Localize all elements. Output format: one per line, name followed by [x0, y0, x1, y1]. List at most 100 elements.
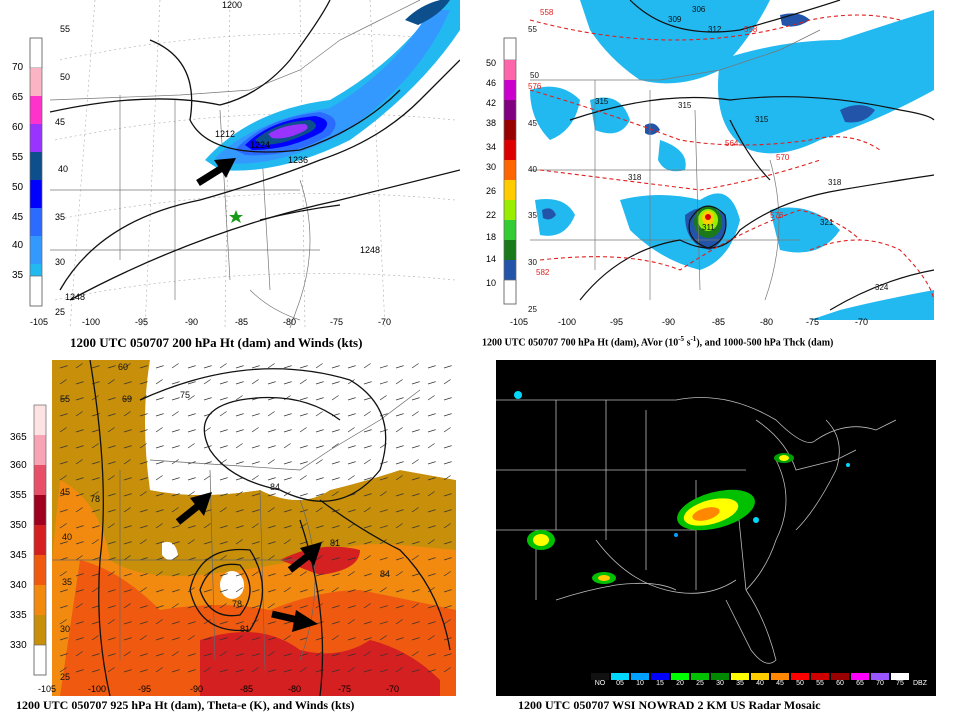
svg-text:365: 365 — [10, 432, 27, 443]
arrow-icon-1 — [175, 492, 212, 525]
svg-text:81: 81 — [240, 624, 250, 634]
svg-text:30: 30 — [486, 162, 496, 172]
svg-text:75: 75 — [180, 390, 190, 400]
map-area-200hpa: 55 50 45 40 35 30 25 1200 1212 1224 1236… — [48, 0, 461, 329]
cb1-2: 60 — [12, 122, 24, 133]
svg-text:55: 55 — [528, 25, 537, 34]
p1-lbl-40: 40 — [58, 164, 68, 174]
arrow-icon-3 — [271, 610, 318, 632]
svg-text:-95: -95 — [138, 684, 151, 694]
svg-text:50: 50 — [486, 58, 496, 68]
svg-text:-85: -85 — [240, 684, 253, 694]
p1-lbl-1248a: 1248 — [360, 245, 380, 255]
svg-text:-100: -100 — [82, 317, 100, 327]
lon-axis-925hpa: -105 -100 -95 -90 -85 -80 -75 -70 — [38, 684, 399, 694]
colorbar-700hpa: 50 46 42 38 34 30 26 22 18 14 10 — [486, 37, 517, 305]
svg-text:22: 22 — [486, 210, 496, 220]
svg-text:-80: -80 — [760, 317, 773, 327]
colorbar-200hpa: 70 65 60 55 50 45 40 35 — [12, 37, 43, 307]
svg-text:360: 360 — [10, 460, 27, 471]
svg-text:315: 315 — [755, 115, 769, 124]
colorbar-925hpa: 365 360 355 350 345 340 335 330 — [10, 404, 47, 676]
jet-shading — [205, 0, 460, 171]
cb1-5: 45 — [12, 212, 24, 223]
svg-text:-105: -105 — [30, 317, 48, 327]
map-radar — [496, 360, 936, 696]
dbz-legend-item: 30 — [710, 673, 730, 687]
dbz-legend-item: 65 — [850, 673, 870, 687]
svg-text:-95: -95 — [610, 317, 623, 327]
svg-text:-80: -80 — [283, 317, 296, 327]
svg-text:-70: -70 — [386, 684, 399, 694]
svg-text:25: 25 — [528, 305, 537, 314]
p1-lbl-1212: 1212 — [215, 129, 235, 139]
dbz-legend-item: 60 — [830, 673, 850, 687]
arrow-icon-2 — [287, 542, 322, 573]
svg-text:558: 558 — [744, 25, 758, 34]
caption-radar: 1200 UTC 050707 WSI NOWRAD 2 KM US Radar… — [518, 698, 821, 712]
svg-text:350: 350 — [10, 520, 27, 531]
dbz-legend-item: 40 — [750, 673, 770, 687]
svg-text:84: 84 — [270, 482, 280, 492]
dbz-legend-item: 25 — [690, 673, 710, 687]
svg-text:315: 315 — [595, 97, 609, 106]
svg-text:335: 335 — [10, 610, 27, 621]
svg-text:45: 45 — [60, 487, 70, 497]
svg-text:-75: -75 — [338, 684, 351, 694]
cb1-0: 70 — [12, 62, 24, 73]
p1-lbl-1200: 1200 — [222, 0, 242, 10]
cb1-4: 50 — [12, 182, 24, 193]
map-area-925hpa: 60 69 75 78 84 81 84 78 81 55 45 40 35 3… — [52, 359, 456, 697]
svg-text:-75: -75 — [330, 317, 343, 327]
svg-text:42: 42 — [486, 98, 496, 108]
svg-text:355: 355 — [10, 490, 27, 501]
svg-text:312: 312 — [708, 25, 722, 34]
cb1-6: 40 — [12, 240, 24, 251]
panel-200hpa: 70 65 60 55 50 45 40 35 — [0, 0, 461, 350]
cb1-3: 55 — [12, 152, 24, 163]
svg-text:18: 18 — [486, 232, 496, 242]
svg-text:324: 324 — [875, 283, 889, 292]
dbz-legend-item: 75 — [890, 673, 910, 687]
p1-lbl-30: 30 — [55, 257, 65, 267]
p1-lbl-1224: 1224 — [250, 140, 270, 150]
dbz-legend-item: 45 — [770, 673, 790, 687]
dbz-legend-item: 20 — [670, 673, 690, 687]
star-marker — [229, 210, 243, 223]
svg-text:-105: -105 — [38, 684, 56, 694]
svg-text:14: 14 — [486, 254, 496, 264]
svg-text:-75: -75 — [806, 317, 819, 327]
svg-text:558: 558 — [540, 8, 554, 17]
svg-text:315: 315 — [678, 101, 692, 110]
svg-text:45: 45 — [528, 119, 537, 128]
caption-200hpa: 1200 UTC 050707 200 hPa Ht (dam) and Win… — [70, 335, 363, 350]
svg-text:35: 35 — [62, 577, 72, 587]
svg-text:34: 34 — [486, 142, 496, 152]
svg-text:306: 306 — [692, 5, 706, 14]
svg-text:55: 55 — [60, 394, 70, 404]
svg-text:570: 570 — [776, 153, 790, 162]
caption-925hpa: 1200 UTC 050707 925 hPa Ht (dam), Theta-… — [16, 698, 355, 712]
svg-text:35: 35 — [528, 211, 537, 220]
svg-text:78: 78 — [90, 494, 100, 504]
radar-echoes — [514, 391, 850, 584]
map-925hpa: 365 360 355 350 345 340 335 330 — [10, 359, 456, 697]
svg-text:-105: -105 — [510, 317, 528, 327]
p1-lbl-35: 35 — [55, 212, 65, 222]
dbz-legend-item: 15 — [650, 673, 670, 687]
svg-text:309: 309 — [668, 15, 682, 24]
panel-700hpa: 50 46 42 38 34 30 26 22 18 14 10 — [480, 0, 960, 350]
p1-lbl-25: 25 — [55, 307, 65, 317]
svg-text:30: 30 — [528, 258, 537, 267]
svg-text:84: 84 — [380, 569, 390, 579]
svg-text:576: 576 — [528, 82, 542, 91]
svg-text:-90: -90 — [185, 317, 198, 327]
svg-text:-95: -95 — [135, 317, 148, 327]
cb1-7: 35 — [12, 270, 24, 281]
dbz-legend-item: 55 — [810, 673, 830, 687]
svg-text:-100: -100 — [558, 317, 576, 327]
dbz-legend-item: DBZ — [913, 680, 927, 687]
p1-lbl-55: 55 — [60, 24, 70, 34]
svg-text:318: 318 — [828, 178, 842, 187]
svg-text:-80: -80 — [288, 684, 301, 694]
